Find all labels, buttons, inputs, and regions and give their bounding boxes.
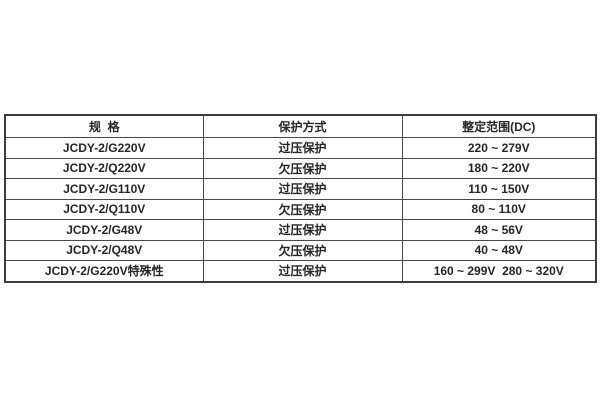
spec-table: 规 格 保护方式 整定范围(DC) JCDY-2/G220V 过压保护 220 … [4, 114, 597, 283]
spec-cell: JCDY-2/Q110V [4, 198, 204, 220]
spec-cell: JCDY-2/G48V [4, 219, 204, 241]
range-cell: 160 ~ 299V 280 ~ 320V [401, 260, 597, 282]
protection-cell: 过压保护 [202, 137, 403, 159]
protection-cell: 欠压保护 [202, 198, 403, 220]
protection-cell: 过压保护 [202, 260, 403, 282]
range-cell: 180 ~ 220V [401, 157, 597, 179]
spec-cell: JCDY-2/G110V [4, 178, 204, 200]
table-row: JCDY-2/Q48V 欠压保护 40 ~ 48V [4, 239, 597, 261]
range-cell: 48 ~ 56V [401, 219, 597, 241]
range-cell: 80 ~ 110V [401, 198, 597, 220]
spec-cell: JCDY-2/G220V特殊性 [4, 260, 204, 282]
column-header-range: 整定范围(DC) [401, 114, 597, 138]
range-cell: 220 ~ 279V [401, 137, 597, 159]
protection-cell: 过压保护 [202, 178, 403, 200]
spec-cell: JCDY-2/Q220V [4, 157, 204, 179]
spec-cell: JCDY-2/Q48V [4, 239, 204, 261]
protection-cell: 欠压保护 [202, 157, 403, 179]
table-row: JCDY-2/Q110V 欠压保护 80 ~ 110V [4, 198, 597, 220]
column-header-protection: 保护方式 [202, 114, 403, 138]
protection-cell: 过压保护 [202, 219, 403, 241]
header-row: 规 格 保护方式 整定范围(DC) [4, 114, 597, 138]
range-cell: 40 ~ 48V [401, 239, 597, 261]
table-row: JCDY-2/G48V 过压保护 48 ~ 56V [4, 219, 597, 241]
table-row: JCDY-2/G110V 过压保护 110 ~ 150V [4, 178, 597, 200]
spec-table-container: 规 格 保护方式 整定范围(DC) JCDY-2/G220V 过压保护 220 … [4, 114, 597, 283]
table-row: JCDY-2/Q220V 欠压保护 180 ~ 220V [4, 157, 597, 179]
table-row: JCDY-2/G220V 过压保护 220 ~ 279V [4, 137, 597, 159]
protection-cell: 欠压保护 [202, 239, 403, 261]
table-row: JCDY-2/G220V特殊性 过压保护 160 ~ 299V 280 ~ 32… [4, 260, 597, 282]
spec-cell: JCDY-2/G220V [4, 137, 204, 159]
range-cell: 110 ~ 150V [401, 178, 597, 200]
column-header-spec: 规 格 [4, 114, 204, 138]
